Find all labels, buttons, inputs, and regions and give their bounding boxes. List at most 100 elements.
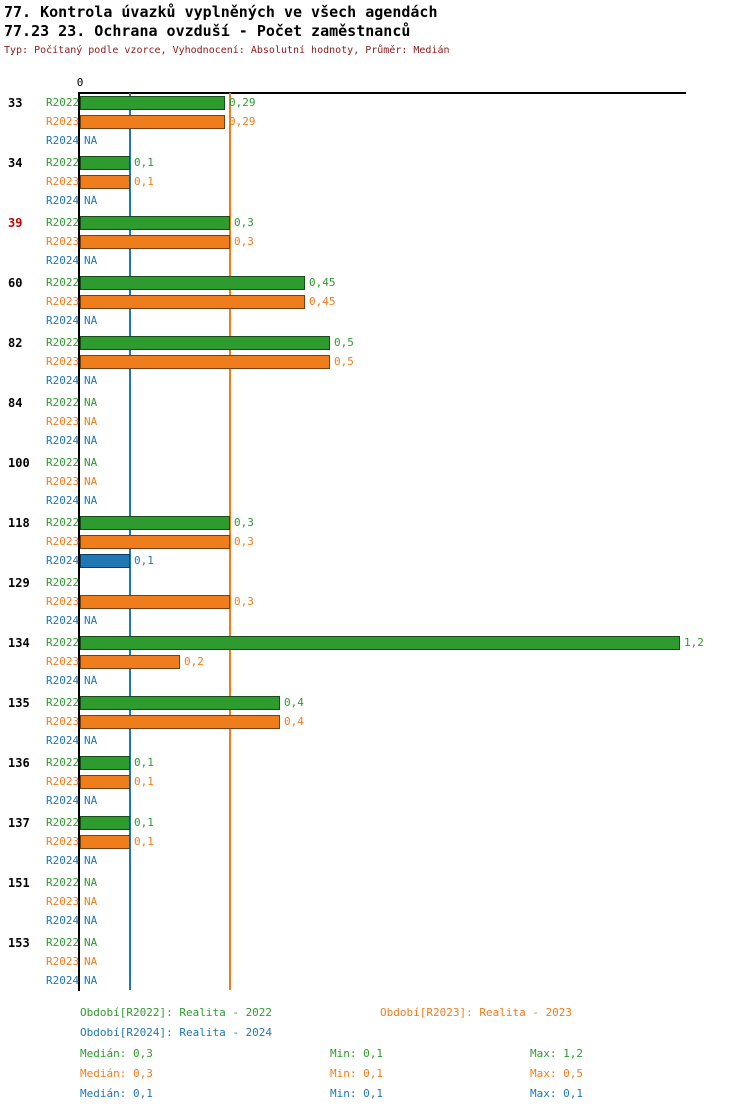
bar-value-label: 0,3: [234, 216, 254, 229]
bar-value-label: 0,2: [184, 655, 204, 668]
na-label: NA: [84, 134, 98, 147]
bar-value-label: 0,45: [309, 276, 336, 289]
na-label: NA: [84, 674, 98, 687]
bar-r2023: [80, 535, 230, 549]
series-label: R2024: [46, 674, 80, 687]
bar-value-label: 0,1: [134, 835, 154, 848]
series-label: R2022: [46, 696, 80, 709]
bar-value-label: 0,3: [234, 535, 254, 548]
na-label: NA: [84, 254, 98, 267]
series-label: R2022: [46, 216, 80, 229]
stat-max-r2024: Max: 0,1: [530, 1087, 583, 1100]
bar-value-label: 0,4: [284, 715, 304, 728]
na-label: NA: [84, 936, 98, 949]
series-label: R2024: [46, 314, 80, 327]
bar-value-label: 0,5: [334, 336, 354, 349]
series-label: R2023: [46, 955, 80, 968]
na-label: NA: [84, 456, 98, 469]
bar-value-label: 0,1: [134, 816, 154, 829]
chart-title-line1: 77. Kontrola úvazků vyplněných ve všech …: [4, 3, 438, 21]
series-label: R2023: [46, 775, 80, 788]
legend-r2022: Období[R2022]: Realita - 2022: [80, 1006, 273, 1019]
bar-r2022: [80, 216, 230, 230]
stat-median-r2022: Medián: 0,3: [80, 1047, 153, 1060]
series-label: R2023: [46, 235, 80, 248]
stat-median-r2023: Medián: 0,3: [80, 1067, 153, 1080]
na-label: NA: [84, 955, 98, 968]
bar-value-label: 0,1: [134, 156, 154, 169]
na-label: NA: [84, 374, 98, 387]
series-label: R2023: [46, 175, 80, 188]
series-label: R2024: [46, 254, 80, 267]
bar-value-label: 0,3: [234, 595, 254, 608]
stat-median-r2024: Medián: 0,1: [80, 1087, 153, 1100]
na-label: NA: [84, 734, 98, 747]
bar-value-label: 0,5: [334, 355, 354, 368]
bar-r2022: [80, 276, 305, 290]
series-label: R2024: [46, 554, 80, 567]
series-label: R2024: [46, 374, 80, 387]
series-label: R2024: [46, 854, 80, 867]
bar-value-label: 0,45: [309, 295, 336, 308]
series-label: R2022: [46, 456, 80, 469]
stat-max-r2022: Max: 1,2: [530, 1047, 583, 1060]
group-label: 84: [8, 396, 23, 410]
bar-r2023: [80, 295, 305, 309]
na-label: NA: [84, 914, 98, 927]
na-label: NA: [84, 895, 98, 908]
stat-max-r2023: Max: 0,5: [530, 1067, 583, 1080]
series-label: R2023: [46, 115, 80, 128]
bar-r2023: [80, 595, 230, 609]
bar-r2022: [80, 96, 225, 110]
bar-r2023: [80, 235, 230, 249]
series-label: R2023: [46, 655, 80, 668]
bar-r2024: [80, 554, 130, 568]
series-label: R2023: [46, 475, 80, 488]
chart-title-line2: 77.23 23. Ochrana ovzduší - Počet zaměst…: [4, 22, 411, 40]
na-label: NA: [84, 876, 98, 889]
na-label: NA: [84, 194, 98, 207]
bar-r2023: [80, 175, 130, 189]
bar-value-label: 0,1: [134, 756, 154, 769]
series-label: R2024: [46, 194, 80, 207]
legend-r2024: Období[R2024]: Realita - 2024: [80, 1026, 273, 1039]
bar-r2023: [80, 115, 225, 129]
group-label: 129: [8, 576, 30, 590]
group-label: 136: [8, 756, 30, 770]
stat-min-r2022: Min: 0,1: [330, 1047, 383, 1060]
series-label: R2023: [46, 595, 80, 608]
chart-subtitle: Typ: Počítaný podle vzorce, Vyhodnocení:…: [4, 45, 450, 56]
median-line-r2023: [229, 93, 231, 990]
bar-r2023: [80, 715, 280, 729]
bar-value-label: 0,4: [284, 696, 304, 709]
group-label: 100: [8, 456, 30, 470]
series-label: R2024: [46, 494, 80, 507]
series-label: R2022: [46, 936, 80, 949]
y-axis-line: [78, 92, 80, 991]
series-label: R2022: [46, 336, 80, 349]
series-label: R2022: [46, 876, 80, 889]
series-label: R2022: [46, 156, 80, 169]
bar-value-label: 0,1: [134, 554, 154, 567]
na-label: NA: [84, 415, 98, 428]
bar-r2022: [80, 636, 680, 650]
series-label: R2022: [46, 816, 80, 829]
series-label: R2023: [46, 295, 80, 308]
series-label: R2022: [46, 276, 80, 289]
group-label: 151: [8, 876, 30, 890]
bar-value-label: 0,1: [134, 175, 154, 188]
bar-value-label: 1,2: [684, 636, 704, 649]
series-label: R2024: [46, 974, 80, 987]
series-label: R2024: [46, 914, 80, 927]
group-label: 60: [8, 276, 23, 290]
bar-value-label: 0,29: [229, 115, 256, 128]
legend-r2023: Období[R2023]: Realita - 2023: [380, 1006, 573, 1019]
bar-r2023: [80, 355, 330, 369]
series-label: R2024: [46, 434, 80, 447]
group-label: 39: [8, 216, 23, 230]
series-label: R2023: [46, 835, 80, 848]
x-axis-line: [80, 92, 686, 94]
group-label: 137: [8, 816, 30, 830]
stat-min-r2024: Min: 0,1: [330, 1087, 383, 1100]
